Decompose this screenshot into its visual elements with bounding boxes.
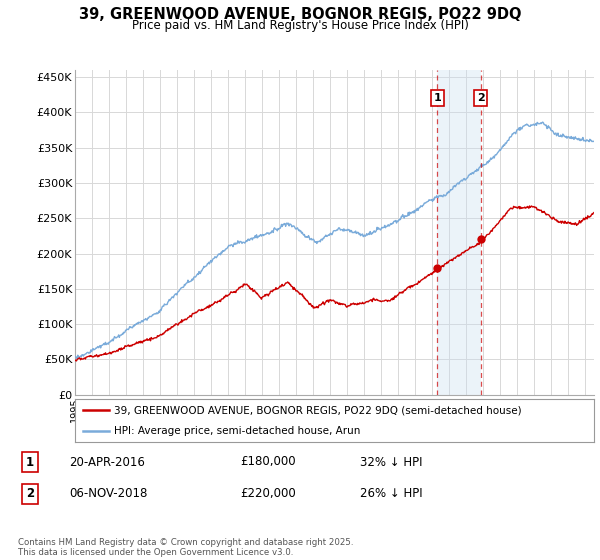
- Text: Contains HM Land Registry data © Crown copyright and database right 2025.
This d: Contains HM Land Registry data © Crown c…: [18, 538, 353, 557]
- Bar: [437, 70, 481, 395]
- Text: 39, GREENWOOD AVENUE, BOGNOR REGIS, PO22 9DQ (semi-detached house): 39, GREENWOOD AVENUE, BOGNOR REGIS, PO22…: [114, 405, 521, 415]
- Text: Price paid vs. HM Land Registry's House Price Index (HPI): Price paid vs. HM Land Registry's House …: [131, 19, 469, 32]
- Text: HPI: Average price, semi-detached house, Arun: HPI: Average price, semi-detached house,…: [114, 426, 360, 436]
- Text: £220,000: £220,000: [240, 487, 296, 501]
- Text: 1: 1: [26, 455, 34, 469]
- Text: 2: 2: [26, 487, 34, 501]
- Text: 39, GREENWOOD AVENUE, BOGNOR REGIS, PO22 9DQ: 39, GREENWOOD AVENUE, BOGNOR REGIS, PO22…: [79, 7, 521, 22]
- Text: 06-NOV-2018: 06-NOV-2018: [69, 487, 148, 501]
- Text: 1: 1: [434, 94, 442, 103]
- Text: £180,000: £180,000: [240, 455, 296, 469]
- Text: 2: 2: [477, 94, 485, 103]
- Text: 20-APR-2016: 20-APR-2016: [69, 455, 145, 469]
- Text: 26% ↓ HPI: 26% ↓ HPI: [360, 487, 422, 501]
- Text: 32% ↓ HPI: 32% ↓ HPI: [360, 455, 422, 469]
